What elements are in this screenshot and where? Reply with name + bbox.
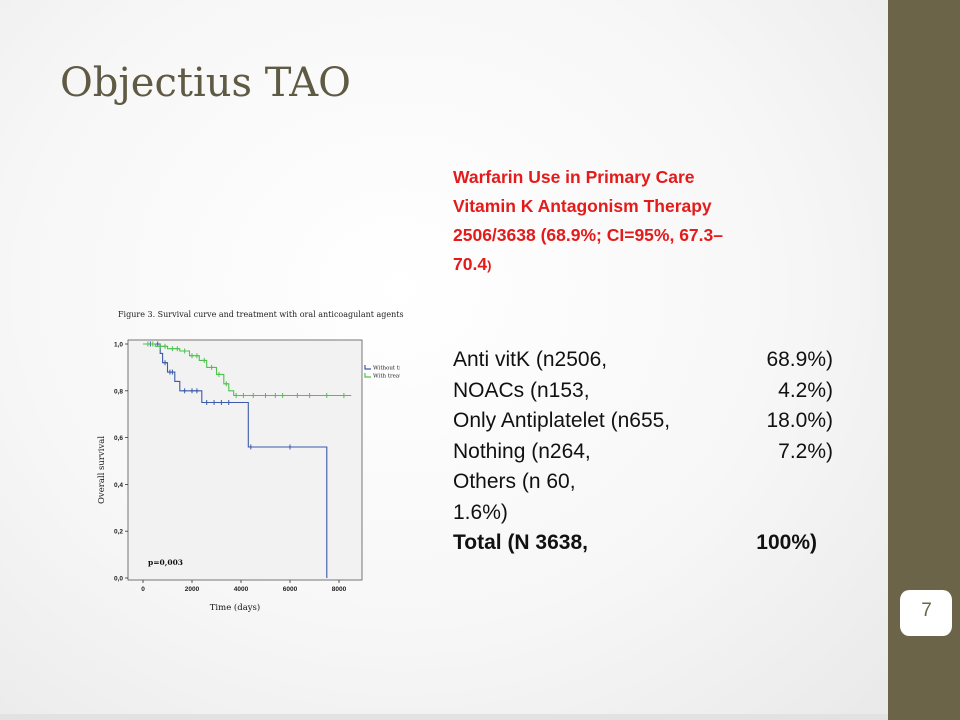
stats-percent: 7.2%) [778, 439, 833, 463]
stats-row: Nothing (n264, 7.2%) [453, 437, 833, 468]
stats-row: Others (n 60, [453, 467, 833, 498]
warfarin-summary: Warfarin Use in Primary Care Vitamin K A… [453, 163, 843, 280]
warfarin-line-4-suffix: ) [487, 258, 492, 273]
x-tick-label: 6000 [283, 586, 298, 593]
stats-label: Others (n 60, [453, 470, 576, 493]
y-tick-label: 0,6 [114, 435, 123, 442]
stats-label: Only Antiplatelet (n655, [453, 409, 671, 432]
stats-row: Only Antiplatelet (n655, 18.0%) [453, 406, 833, 437]
slide-background: Objectius TAO Warfarin Use in Primary Ca… [0, 0, 888, 720]
stats-total-row: Total (N 3638, 100%) [453, 528, 833, 559]
y-tick-label: 0,2 [114, 529, 123, 536]
y-tick-label: 1,0 [114, 342, 123, 349]
plot-area [127, 339, 363, 581]
stats-percent: 4.2%) [778, 378, 833, 402]
y-tick-label: 0,4 [114, 482, 123, 489]
stats-label: NOACs (n153, [453, 378, 590, 402]
page-number: 7 [921, 600, 932, 621]
stats-row: 1.6%) [453, 498, 833, 529]
warfarin-line-2: Vitamin K Antagonism Therapy [453, 196, 712, 216]
y-tick-label: 0,8 [114, 388, 123, 395]
x-tick-label: 2000 [185, 586, 200, 593]
x-tick-label: 4000 [234, 586, 249, 593]
anticoagulant-stats: Anti vitK (n2506, 68.9%) NOACs (n153, 4.… [453, 345, 833, 559]
stats-row: Anti vitK (n2506, 68.9%) [453, 345, 833, 376]
bottom-divider [0, 714, 888, 720]
x-tick-label: 8000 [332, 586, 347, 593]
page-number-bracket [899, 590, 953, 636]
stats-label: 1.6%) [453, 500, 508, 524]
stats-total-label: Total (N 3638, [453, 531, 588, 554]
stats-label: Nothing (n264, [453, 439, 591, 463]
stats-row: NOACs (n153, 4.2%) [453, 376, 833, 407]
stats-label: Anti vitK (n2506, [453, 348, 608, 371]
survival-chart: 0,0 0,2 0,4 0,6 0,8 1,0 0 2000 4000 6000 8000 Time … [97, 339, 400, 613]
stats-percent: 18.0%) [766, 409, 833, 432]
legend-label: With treatment [373, 374, 400, 380]
x-axis-label: Time (days) [210, 602, 261, 613]
legend-label: Without treatment [373, 366, 400, 372]
figure-caption: Figure 3. Survival curve and treatment w… [118, 310, 404, 319]
survival-curve-line [143, 343, 328, 578]
stats-percent: 68.9%) [766, 348, 833, 371]
stats-total-percent: 100%) [756, 531, 817, 554]
warfarin-line-4-text: 70.4 [453, 254, 488, 274]
slide-title: Objectius TAO [60, 60, 351, 106]
legend-swatch [364, 365, 371, 370]
p-value-annotation: p=0,003 [148, 558, 183, 567]
survival-figure: Figure 3. Survival curve and treatment w… [90, 305, 404, 635]
warfarin-line-4: 70.4) [453, 250, 843, 280]
y-tick-label: 0,0 [114, 576, 123, 583]
y-axis-label: Overall survival [97, 436, 107, 504]
warfarin-line-3: 2506/3638 (68.9%; CI=95%, 67.3– [453, 225, 723, 245]
x-tick-label: 0 [141, 586, 145, 593]
legend-swatch [364, 373, 371, 378]
warfarin-line-1: Warfarin Use in Primary Care [453, 167, 695, 187]
